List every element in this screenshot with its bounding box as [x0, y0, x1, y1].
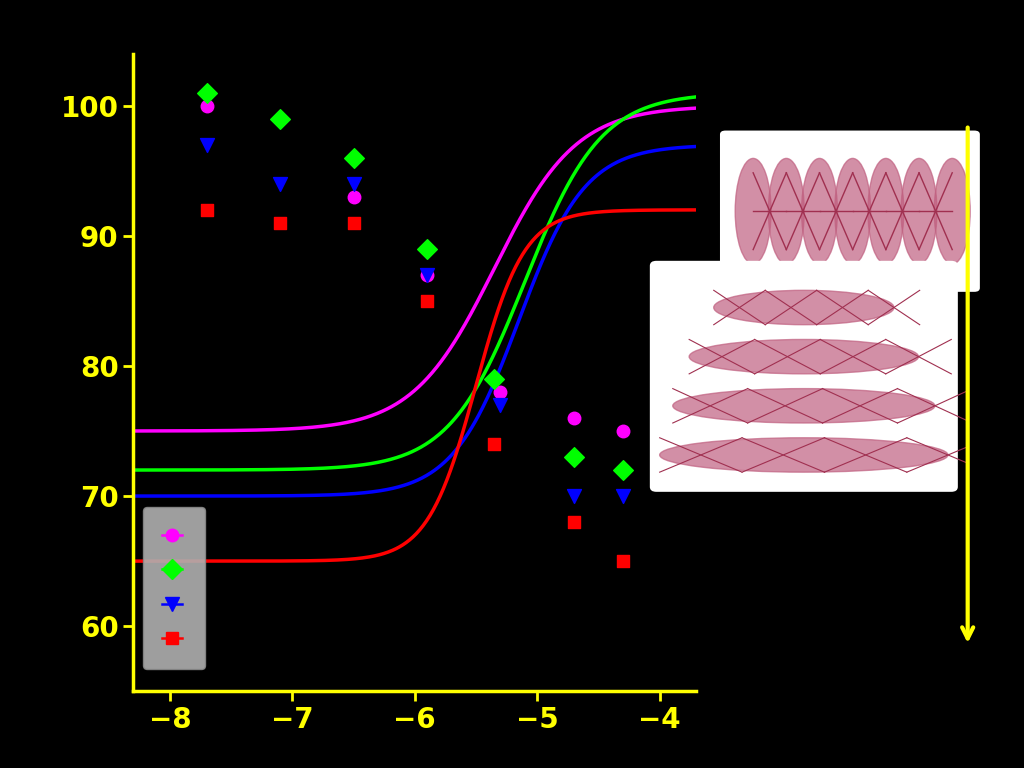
Point [271, 113, 288, 125]
Point [486, 372, 503, 385]
Point [565, 412, 582, 424]
Ellipse shape [673, 389, 935, 423]
Point [345, 152, 361, 164]
Point [486, 438, 503, 450]
Point [614, 464, 631, 476]
Ellipse shape [689, 339, 919, 374]
Point [271, 177, 288, 190]
Ellipse shape [735, 158, 771, 264]
Point [271, 113, 288, 125]
Point [419, 243, 435, 255]
Ellipse shape [802, 158, 838, 264]
Point [199, 139, 215, 151]
Point [199, 87, 215, 99]
Ellipse shape [901, 158, 937, 264]
FancyBboxPatch shape [720, 131, 980, 292]
Point [419, 295, 435, 307]
Point [419, 269, 435, 281]
Point [565, 451, 582, 463]
Ellipse shape [714, 290, 894, 325]
Point [271, 217, 288, 229]
Point [565, 516, 582, 528]
Point [493, 399, 509, 411]
Point [614, 490, 631, 502]
Ellipse shape [659, 438, 948, 472]
Point [614, 425, 631, 437]
Ellipse shape [868, 158, 904, 264]
Point [345, 217, 361, 229]
Point [199, 100, 215, 112]
Point [614, 555, 631, 568]
Ellipse shape [835, 158, 870, 264]
Legend: , , , : , , , [142, 507, 205, 669]
Point [493, 386, 509, 398]
FancyBboxPatch shape [650, 261, 957, 492]
Point [199, 204, 215, 216]
Ellipse shape [934, 158, 970, 264]
Ellipse shape [768, 158, 804, 264]
Point [345, 190, 361, 203]
Point [419, 269, 435, 281]
Point [565, 490, 582, 502]
Point [345, 177, 361, 190]
